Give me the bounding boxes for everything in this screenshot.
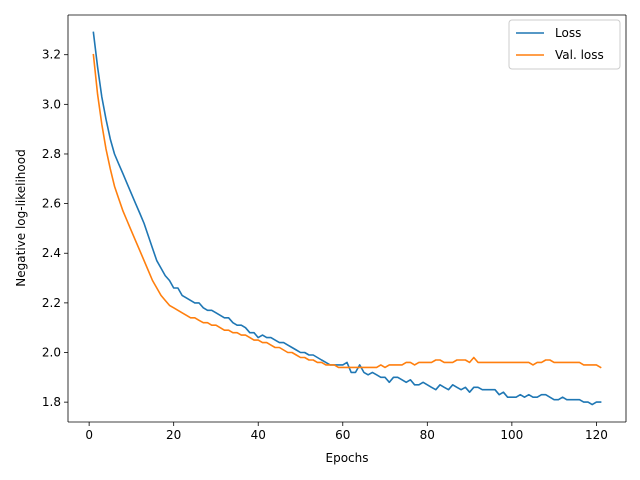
y-tick-label: 3.2 — [42, 48, 61, 62]
legend-label-loss: Loss — [555, 26, 581, 40]
y-tick-label: 2.2 — [42, 296, 61, 310]
x-tick-label: 60 — [335, 428, 350, 442]
x-tick-label: 100 — [500, 428, 523, 442]
y-tick-label: 2.4 — [42, 246, 61, 260]
x-tick-label: 80 — [420, 428, 435, 442]
x-ticks: 0 20 40 60 80 100 120 — [85, 422, 608, 442]
x-tick-label: 20 — [166, 428, 181, 442]
series-line-loss — [92, 31, 602, 406]
y-ticks: 1.8 2.0 2.2 2.4 2.6 2.8 3.0 3.2 — [42, 48, 68, 409]
x-tick-label: 40 — [251, 428, 266, 442]
x-tick-label: 0 — [85, 428, 93, 442]
x-tick-label: 120 — [585, 428, 608, 442]
plot-area — [68, 15, 626, 422]
y-tick-label: 2.0 — [42, 346, 61, 360]
y-tick-label: 2.8 — [42, 147, 61, 161]
series-layer — [92, 31, 602, 406]
y-tick-label: 3.0 — [42, 97, 61, 111]
x-axis-label: Epochs — [326, 451, 369, 465]
legend-label-val-loss: Val. loss — [555, 48, 604, 62]
axes-frame — [67, 14, 627, 423]
y-axis-label: Negative log-likelihood — [14, 149, 28, 286]
y-tick-label: 1.8 — [42, 395, 61, 409]
y-tick-label: 2.6 — [42, 197, 61, 211]
legend: Loss Val. loss — [508, 19, 621, 70]
series-line-val-loss — [92, 53, 602, 369]
